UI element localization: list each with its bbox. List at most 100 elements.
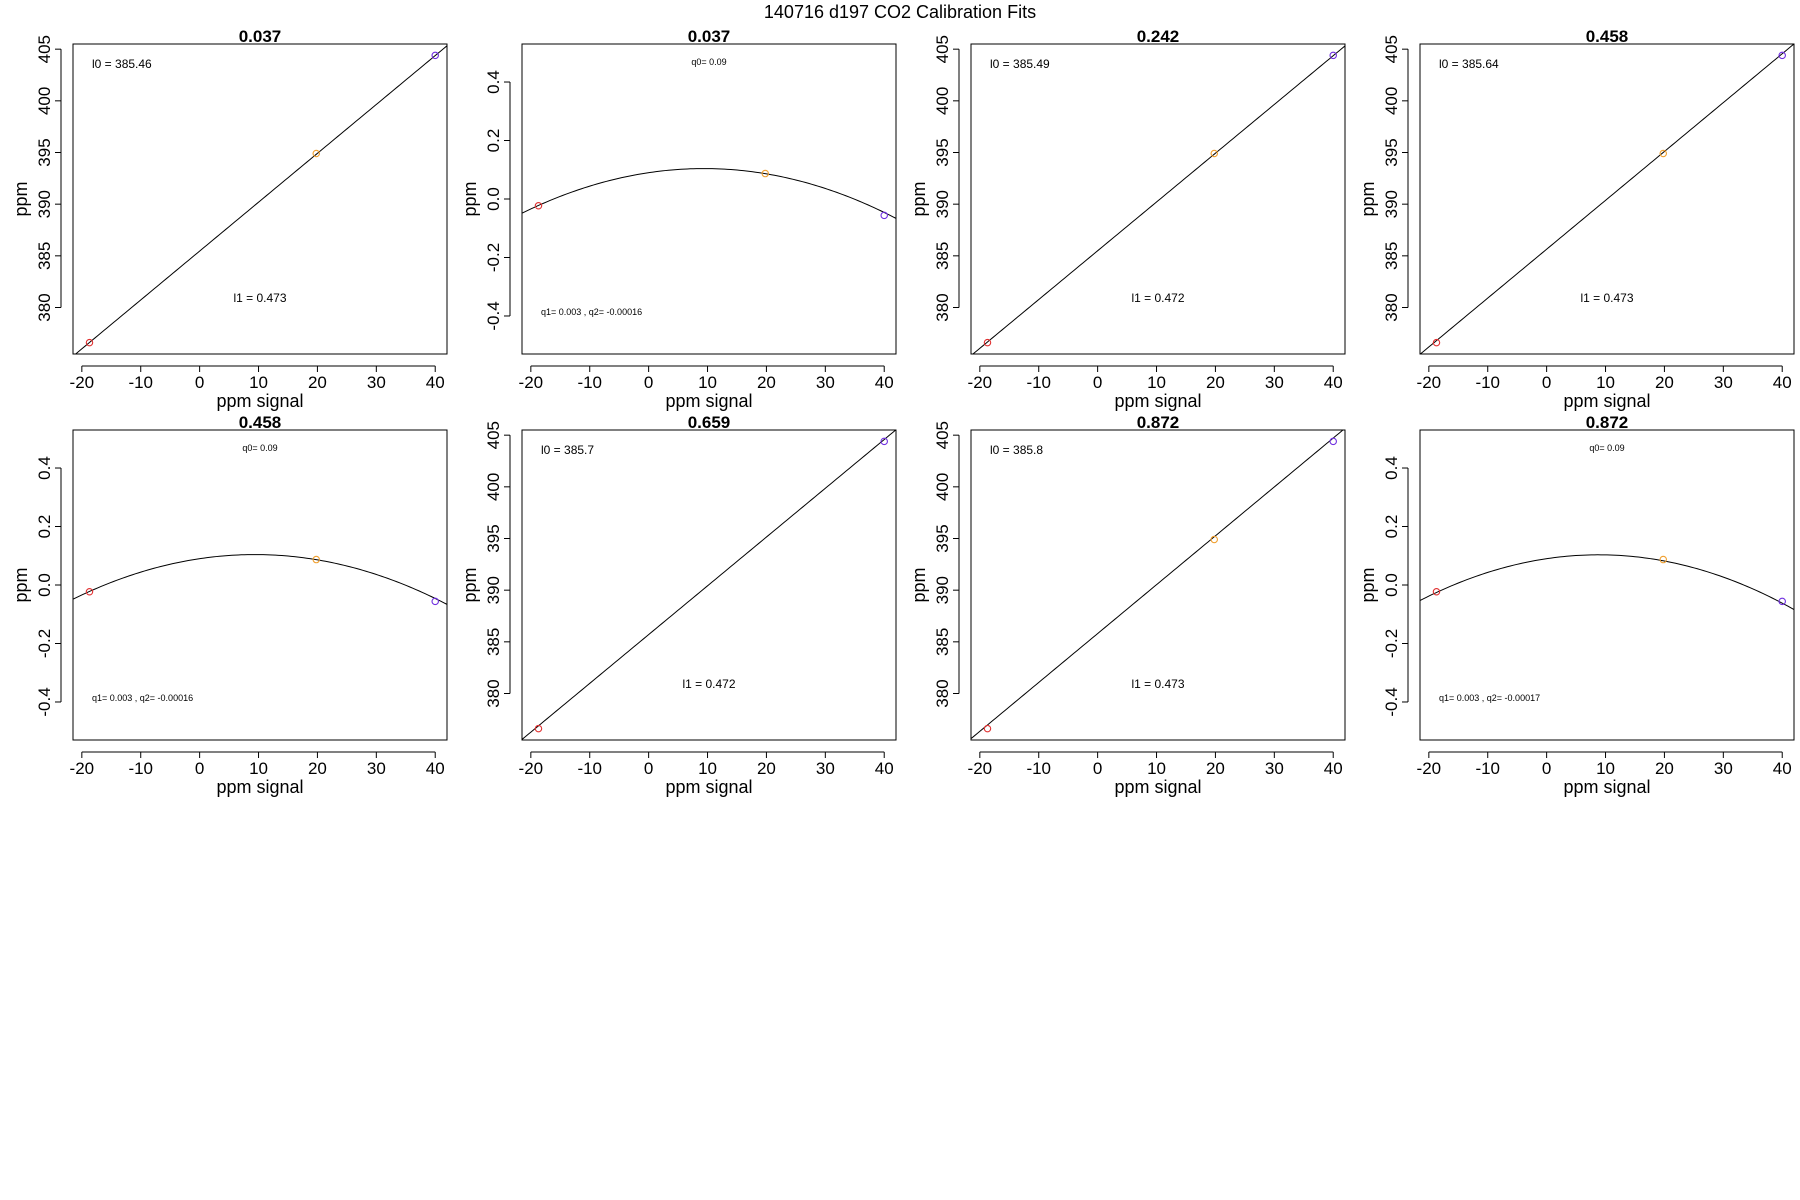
y-tick-label: 385 <box>484 628 503 656</box>
y-tick-label: 400 <box>933 473 952 501</box>
y-tick-label: 400 <box>35 87 54 115</box>
y-tick-label: 385 <box>933 242 952 270</box>
main-title: 140716 d197 CO2 Calibration Fits <box>764 2 1036 22</box>
fit-group <box>522 168 896 219</box>
y-tick-label: 0.2 <box>1382 515 1401 539</box>
y-tick-label: 395 <box>933 138 952 166</box>
x-tick-label: 30 <box>816 373 835 392</box>
data-point <box>312 555 320 564</box>
data-point <box>1210 535 1218 544</box>
data-point <box>534 724 543 733</box>
x-axis-label: ppm signal <box>1114 777 1201 797</box>
y-tick-label: 405 <box>1382 35 1401 63</box>
y-tick-label: 380 <box>35 293 54 321</box>
coef-annotation: q0= 0.09 <box>691 57 726 67</box>
x-tick-label: -10 <box>1475 373 1500 392</box>
data-point <box>1432 587 1441 596</box>
panel-title: 0.659 <box>688 413 731 432</box>
y-tick-label: 390 <box>1382 190 1401 218</box>
y-tick-label: 390 <box>484 576 503 604</box>
panel-title: 0.037 <box>688 27 731 46</box>
x-tick-label: 40 <box>1773 759 1792 778</box>
x-tick-label: 40 <box>1324 759 1343 778</box>
y-tick-label: 380 <box>933 293 952 321</box>
y-tick-label: 0.4 <box>35 456 54 480</box>
y-axis-label: ppm <box>1358 181 1378 216</box>
data-point <box>1659 555 1667 564</box>
y-tick-label: 380 <box>484 679 503 707</box>
fit-group <box>73 554 447 605</box>
y-axis-label: ppm <box>909 181 929 216</box>
x-axis-label: ppm signal <box>216 777 303 797</box>
x-tick-label: 0 <box>195 373 204 392</box>
fit-group <box>74 45 447 354</box>
x-tick-label: 30 <box>1714 759 1733 778</box>
data-point <box>1432 338 1441 347</box>
y-axis-label: ppm <box>11 567 31 602</box>
fit-group <box>522 430 896 740</box>
y-axis-label: ppm <box>1358 567 1378 602</box>
y-tick-label: 395 <box>35 138 54 166</box>
x-tick-label: 10 <box>698 759 717 778</box>
x-tick-label: 0 <box>1542 373 1551 392</box>
chart-panel: 0.458 -20 -10 0 10 20 30 40 ppm signal -0.4 -0.2 0.… <box>11 413 448 797</box>
x-tick-label: 30 <box>367 373 386 392</box>
coef-annotation: l0 = 385.7 <box>541 443 594 457</box>
x-tick-label: 20 <box>1206 759 1225 778</box>
x-tick-label: 40 <box>426 373 445 392</box>
x-tick-label: -20 <box>1417 759 1442 778</box>
fit-group <box>1420 554 1794 610</box>
panel-title: 0.037 <box>239 27 282 46</box>
y-tick-label: 0.2 <box>35 515 54 539</box>
y-tick-label: 385 <box>933 628 952 656</box>
x-tick-label: 40 <box>875 759 894 778</box>
fit-curve <box>1420 554 1794 610</box>
panel-title: 0.458 <box>239 413 282 432</box>
data-point <box>983 724 992 733</box>
coef-annotation: q1= 0.003 , q2= -0.00017 <box>1439 693 1540 703</box>
chart-panel: 0.458 -20 -10 0 10 20 30 40 ppm signal 380 385 390 3… <box>1358 27 1795 411</box>
x-tick-label: 10 <box>249 373 268 392</box>
x-tick-label: 10 <box>1596 759 1615 778</box>
y-tick-label: 405 <box>484 421 503 449</box>
coef-annotation: q1= 0.003 , q2= -0.00016 <box>92 693 193 703</box>
x-tick-label: 10 <box>249 759 268 778</box>
fit-curve <box>522 168 896 219</box>
x-tick-label: -10 <box>577 373 602 392</box>
y-axis-label: ppm <box>11 181 31 216</box>
y-tick-label: 390 <box>933 190 952 218</box>
x-tick-label: 40 <box>875 373 894 392</box>
coef-annotation: l1 = 0.473 <box>1580 291 1633 305</box>
x-tick-label: 10 <box>1147 373 1166 392</box>
x-tick-label: 30 <box>1265 373 1284 392</box>
fit-group <box>1420 44 1794 354</box>
x-tick-label: -10 <box>128 373 153 392</box>
y-tick-label: 385 <box>1382 242 1401 270</box>
plot-frame <box>1419 43 1795 355</box>
x-tick-label: 40 <box>1324 373 1343 392</box>
fit-group <box>972 45 1345 354</box>
x-tick-label: 0 <box>1093 759 1102 778</box>
data-point <box>534 201 543 210</box>
x-tick-label: 40 <box>1773 373 1792 392</box>
coef-annotation: q0= 0.09 <box>1589 443 1624 453</box>
data-point <box>431 51 439 60</box>
x-tick-label: -10 <box>577 759 602 778</box>
y-tick-label: 390 <box>35 190 54 218</box>
y-tick-label: 395 <box>933 524 952 552</box>
x-tick-label: 30 <box>816 759 835 778</box>
y-axis-label: ppm <box>460 181 480 216</box>
y-tick-label: 395 <box>1382 138 1401 166</box>
plot-frame <box>1419 429 1795 741</box>
fit-line <box>972 45 1345 354</box>
y-tick-label: 405 <box>933 35 952 63</box>
x-tick-label: -20 <box>70 759 95 778</box>
coef-annotation: l1 = 0.473 <box>233 291 286 305</box>
y-axis-label: ppm <box>909 567 929 602</box>
y-tick-label: 390 <box>933 576 952 604</box>
data-point <box>1329 437 1337 446</box>
fit-line <box>522 430 896 740</box>
plot-frame <box>72 43 448 355</box>
chart-panel: 0.037 -20 -10 0 10 20 30 40 ppm signal 380 385 390 3… <box>11 27 448 411</box>
